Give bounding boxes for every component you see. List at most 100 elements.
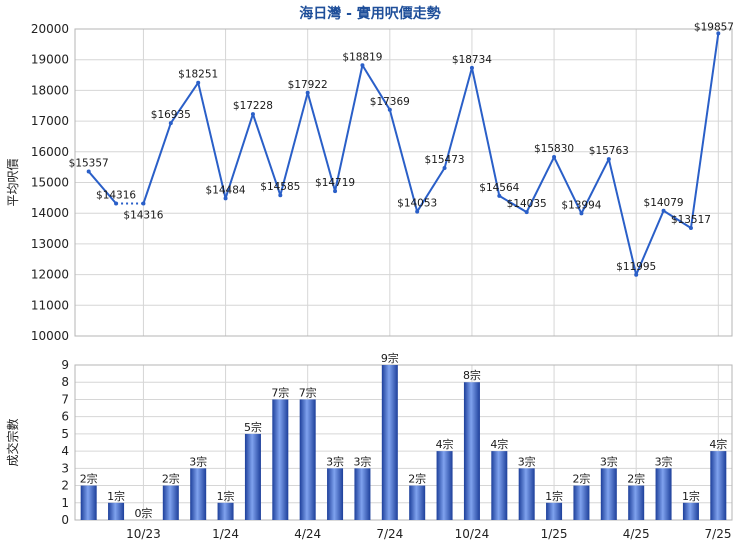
price-data-label: $14564 [479,182,519,194]
volume-bar [108,502,125,520]
volume-data-label: 0宗 [134,506,152,520]
volume-y-tick: 1 [61,496,69,510]
volume-data-label: 3宗 [189,454,207,468]
price-data-label: $14079 [644,197,684,209]
volume-bar [190,468,207,520]
price-y-tick: 18000 [31,83,69,97]
price-line-segment [224,113,254,199]
price-line-segment [607,158,638,275]
volume-data-label: 4宗 [436,437,454,451]
volume-data-label: 3宗 [655,454,673,468]
price-line-segment [169,82,200,124]
price-line-segment [525,156,555,213]
price-point [606,157,611,162]
volume-data-label: 9宗 [381,351,399,365]
volume-bar [628,485,645,520]
x-tick-label: 10/24 [455,527,490,541]
x-tick-label: 7/25 [705,527,732,541]
volume-data-label: 1宗 [682,489,700,503]
price-data-label: $13517 [671,214,711,226]
price-line-segment [689,33,720,229]
volume-data-label: 2宗 [162,472,180,486]
price-point [579,211,584,216]
volume-plot-frame [74,364,733,521]
price-point [442,165,447,170]
volume-data-label: 2宗 [80,472,98,486]
volume-bar [244,433,261,520]
volume-bar-chart: 0 1 2 3 4 5 6 7 8 9 成交宗數 2宗 1宗 0宗 2宗 3宗 1宗 5宗 7宗 7宗 3宗 3宗 9宗 2宗… [5,351,733,541]
volume-data-label: 1宗 [107,489,125,503]
volume-bar [299,399,316,520]
price-line-segment [361,64,391,111]
volume-data-label: 3宗 [326,454,344,468]
price-y-tick: 10000 [31,329,69,343]
price-line-chart: 10000 11000 12000 13000 14000 15000 16000 17000… [6,21,734,343]
price-line-segment [306,92,337,192]
volume-data-label: 8宗 [463,368,481,382]
price-point [141,201,146,206]
price-point [278,193,283,198]
volume-data-label: 3宗 [600,454,618,468]
price-point [333,189,338,194]
volume-y-axis-label: 成交宗數 [5,418,20,466]
volume-bar [573,485,590,520]
price-point [497,193,502,198]
volume-data-label: 4宗 [709,437,727,451]
volume-y-tick: 8 [61,375,69,389]
price-data-label: $18251 [178,69,218,81]
price-y-tick: 11000 [31,298,69,312]
price-y-tick: 20000 [31,22,69,36]
price-data-label: $14585 [260,181,300,193]
price-point [360,63,365,68]
volume-bar [655,468,672,520]
price-point [86,169,91,174]
chart-title: 海日灣 - 實用呎價走勢 [299,5,441,22]
volume-data-label: 7宗 [271,385,289,399]
volume-data-label: 3宗 [518,454,536,468]
price-line-segment [443,67,473,169]
price-point [524,210,529,215]
volume-y-tick: 6 [61,410,69,424]
price-point [196,80,201,85]
price-y-tick: 17000 [31,114,69,128]
price-line-segment [334,65,364,192]
price-data-label: $15763 [589,145,629,157]
price-point [469,65,474,70]
volume-y-tick: 4 [61,444,69,458]
x-tick-label: 10/23 [126,527,161,541]
volume-bar [600,468,617,520]
x-tick-label: 1/24 [212,527,239,541]
volume-y-tick: 7 [61,392,69,406]
volume-data-label: 3宗 [353,454,371,468]
volume-bar [463,382,480,520]
price-line-segment [663,209,692,229]
volume-bar [381,365,398,520]
price-line-segment [470,67,501,197]
volume-data-label: 2宗 [408,472,426,486]
volume-y-tick: 9 [61,358,69,372]
volume-bar [354,468,371,520]
price-point [223,196,228,201]
volume-bar [272,399,289,520]
price-line-segment [251,113,282,196]
price-y-tick: 12000 [31,268,69,282]
volume-bar [409,485,426,520]
price-point [305,90,310,95]
price-point [688,226,693,231]
price-line-segment [87,170,117,205]
price-line-segment [635,210,665,276]
price-line-segment [498,195,528,213]
price-y-tick: 16000 [31,145,69,159]
price-data-label: $14316 [123,209,163,221]
price-point [716,31,721,36]
price-data-label: $13994 [561,199,601,211]
volume-bar [327,468,344,520]
volume-data-label: 5宗 [244,420,262,434]
x-tick-label: 4/25 [623,527,650,541]
volume-data-label: 2宗 [572,472,590,486]
volume-bar [491,451,508,520]
volume-bar [546,502,563,520]
volume-bar [80,485,97,520]
volume-y-tick: 2 [61,479,69,493]
price-data-label: $11995 [616,261,656,273]
